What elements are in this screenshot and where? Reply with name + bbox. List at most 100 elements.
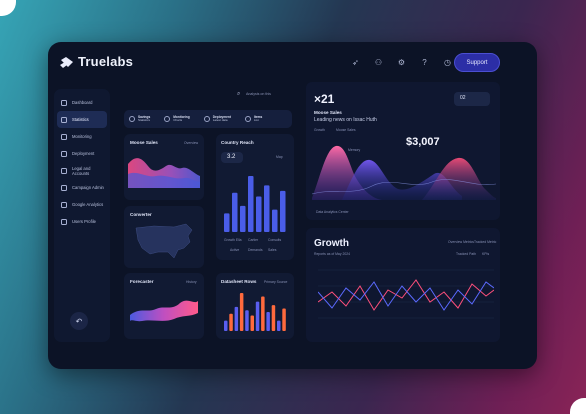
hero-subtitle: Leading news on Issac Huth <box>314 117 377 123</box>
filter-bar: Savings Statistics Monitoring Charts Deplo… <box>124 110 292 128</box>
support-button[interactable]: Support <box>454 53 500 72</box>
hero-count: ×21 <box>314 92 335 106</box>
sidebar-item-legal[interactable]: Legal and Accounts <box>57 162 107 179</box>
datasheet-bar <box>250 315 254 331</box>
filter-deployment[interactable]: Deployment Latest data <box>203 115 231 123</box>
hero-amount: $3,007 <box>406 136 440 148</box>
top-bar: Truelabs ➶ ⚇ ⚙ ? ◷ Support <box>48 42 537 80</box>
bar-label: Growth Ella <box>224 238 242 242</box>
datasheet-bar <box>266 312 270 331</box>
bar-label: Cartier <box>248 238 259 242</box>
card-subtitle: Overview <box>184 141 199 145</box>
country-bar <box>232 192 238 232</box>
growth-card: Growth Reports as of May 2024 Overview M… <box>306 228 500 342</box>
hero-label: Memory <box>348 148 361 152</box>
user-icon <box>61 218 67 225</box>
footer-label: Sales <box>268 248 277 252</box>
sidebar-item-label: Google Analytics <box>72 202 104 207</box>
sidebar-item-analytics[interactable]: Google Analytics <box>57 196 107 213</box>
reach-value-pill: 3.2 <box>221 152 243 163</box>
clock-icon <box>129 116 135 122</box>
datasheet-bar <box>234 306 239 331</box>
search-icon[interactable]: ⌕ <box>237 91 241 97</box>
megaphone-icon <box>61 184 67 191</box>
sidebar-item-label: Monitoring <box>72 134 92 139</box>
sidebar-item-monitoring[interactable]: Monitoring <box>57 128 107 145</box>
help-icon[interactable]: ? <box>422 58 427 67</box>
shield-icon <box>164 116 171 122</box>
filter-title: Monitoring <box>173 114 190 119</box>
truelabs-logo-icon <box>60 56 73 68</box>
sidebar-item-label: Users Profile <box>72 219 96 224</box>
filter-savings[interactable]: Savings Statistics <box>129 114 151 123</box>
sidebar-item-users[interactable]: Users Profile <box>57 213 107 230</box>
datasheet-bar <box>229 313 233 331</box>
footer-label: Active <box>230 248 240 252</box>
hero-legend: Growth <box>314 128 325 132</box>
filter-title: Savings <box>138 114 151 119</box>
filter-items[interactable]: Items List <box>244 114 263 123</box>
settings-icon[interactable]: ⚙ <box>397 58 406 67</box>
moose-sales-card: Moose Sales Overview <box>124 134 204 200</box>
converter-card: Converter <box>124 206 204 268</box>
datasheet-bar <box>255 301 260 331</box>
back-button[interactable]: ↶ <box>70 312 88 330</box>
hero-pill[interactable]: 02 <box>454 92 490 106</box>
sidebar-item-statistics[interactable]: Statistics <box>57 111 107 128</box>
monitor-icon <box>61 133 67 140</box>
card-title: Datasheet Rows <box>221 279 257 284</box>
home-icon <box>61 99 67 106</box>
datasheet-bar <box>271 305 276 331</box>
datasheet-bar <box>261 296 265 331</box>
sidebar-item-label: Campaign Admin <box>72 185 104 190</box>
growth-tab[interactable]: Tracked Metric <box>474 240 497 244</box>
reach-filter[interactable]: Map <box>276 155 283 159</box>
country-bar <box>280 190 286 232</box>
forecaster-card: Forecaster History <box>124 273 204 339</box>
clock-icon[interactable]: ◷ <box>444 58 451 67</box>
datasheet-bar-chart <box>224 293 286 331</box>
sidebar-item-label: Statistics <box>72 117 89 122</box>
growth-line-chart <box>318 269 494 319</box>
deploy-icon <box>61 150 67 157</box>
country-bar-chart <box>224 176 286 232</box>
footer-label: Demands <box>248 248 263 252</box>
filter-sub: Latest data <box>212 118 228 122</box>
sidebar-item-label: Legal and Accounts <box>72 165 91 176</box>
growth-legend: KPIs <box>482 252 490 256</box>
filter-sub: Charts <box>173 118 183 122</box>
filter-sub: List <box>253 118 259 122</box>
datasheet-bar <box>277 320 281 331</box>
growth-legend: Tracked Path <box>456 252 477 256</box>
sidebar-item-label: Dashboard <box>72 100 93 105</box>
list-icon <box>244 116 251 122</box>
lightning-icon[interactable]: ➶ <box>352 58 359 67</box>
card-title: Country Reach <box>221 140 254 145</box>
growth-tab[interactable]: Overview Metrics <box>448 240 474 244</box>
growth-title: Growth <box>314 238 349 249</box>
filter-monitoring[interactable]: Monitoring Charts <box>164 114 190 123</box>
hero-wave-chart <box>312 145 496 200</box>
logo[interactable]: Truelabs <box>60 54 133 69</box>
topbar-icons: ➶ ⚇ ⚙ ? ◷ <box>350 57 453 68</box>
datasheet-bar <box>282 308 286 331</box>
filter-title: Items <box>253 114 263 119</box>
search-input[interactable]: Analysis on this <box>246 92 271 96</box>
country-bar <box>224 213 230 232</box>
sidebar-item-dashboard[interactable]: Dashboard <box>57 94 107 111</box>
country-bar <box>256 196 262 232</box>
datasheet-bar <box>245 310 249 331</box>
datasheet-card: Datasheet Rows Primary Source <box>216 273 294 339</box>
datasheet-bar <box>224 320 228 331</box>
sidebar-item-deployment[interactable]: Deployment <box>57 145 107 162</box>
user-icon[interactable]: ⚇ <box>374 58 383 67</box>
back-arrow-icon: ↶ <box>75 316 83 326</box>
sidebar-item-campaign[interactable]: Campaign Admin <box>57 179 107 196</box>
doc-icon <box>61 167 67 174</box>
hero-title: Moose Sales <box>314 110 342 115</box>
hero-footer: Data Analytics Center <box>316 210 349 214</box>
sidebar-item-label: Deployment <box>72 151 95 156</box>
country-bar <box>272 209 278 232</box>
card-subtitle: Primary Source <box>264 280 288 284</box>
hero-sales-card: ×21 Moose Sales Leading news on Issac Hu… <box>306 82 500 220</box>
